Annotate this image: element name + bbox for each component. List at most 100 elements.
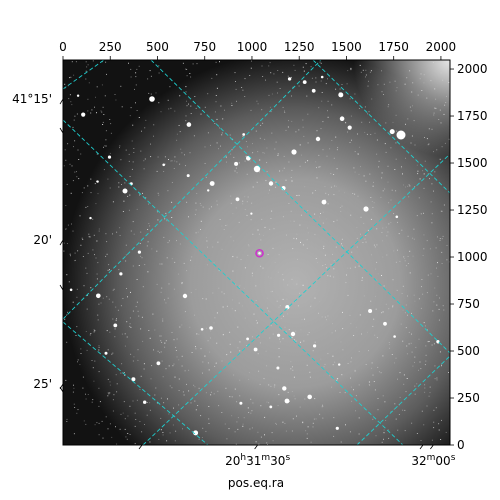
faint-star (119, 147, 120, 149)
faint-star (148, 223, 150, 224)
faint-star (217, 390, 219, 392)
faint-star (109, 384, 111, 386)
faint-star (243, 417, 245, 419)
faint-star (336, 219, 338, 221)
faint-star (310, 304, 312, 306)
faint-star (266, 307, 268, 309)
faint-star (448, 372, 449, 373)
faint-star (322, 222, 324, 224)
faint-star (335, 246, 337, 248)
faint-star (349, 98, 351, 100)
faint-star (353, 167, 355, 169)
faint-star (242, 89, 244, 91)
star (302, 80, 307, 84)
faint-star (365, 76, 366, 78)
faint-star (202, 361, 204, 363)
faint-star (339, 88, 341, 90)
star (320, 75, 324, 79)
star (239, 401, 243, 405)
faint-star (218, 405, 220, 407)
faint-star (438, 319, 440, 321)
faint-star (350, 115, 352, 117)
faint-star (150, 93, 152, 95)
faint-star (264, 152, 266, 154)
faint-star (133, 152, 135, 153)
faint-star (331, 104, 333, 106)
faint-star (287, 391, 289, 393)
dec-tick-label: 41°15' (12, 92, 52, 106)
faint-star (312, 426, 314, 428)
faint-star (327, 203, 329, 205)
faint-star (323, 245, 325, 247)
faint-star (213, 322, 215, 324)
faint-star (408, 343, 410, 345)
faint-star (302, 126, 304, 128)
faint-star (282, 421, 284, 423)
faint-star (395, 114, 397, 116)
faint-star (273, 386, 275, 388)
faint-star (404, 409, 406, 411)
faint-star (418, 338, 420, 340)
faint-star (206, 264, 208, 266)
faint-star (63, 250, 65, 252)
faint-star (396, 87, 398, 89)
faint-star (239, 395, 241, 397)
faint-star (210, 330, 212, 332)
faint-star (426, 405, 428, 407)
faint-star (291, 120, 293, 122)
faint-star (330, 264, 332, 266)
faint-star (416, 433, 418, 434)
faint-star (250, 398, 252, 400)
faint-star (99, 401, 101, 403)
faint-star (221, 225, 223, 227)
faint-star (311, 77, 313, 79)
faint-star (138, 65, 140, 67)
faint-star (122, 298, 124, 299)
faint-star (116, 231, 118, 233)
faint-star (359, 64, 361, 66)
faint-star (257, 353, 259, 355)
faint-star (122, 412, 124, 414)
faint-star (251, 60, 252, 62)
faint-star (302, 422, 304, 424)
faint-star (120, 413, 122, 415)
faint-star (403, 374, 405, 376)
faint-star (244, 196, 246, 198)
faint-star (237, 326, 239, 328)
faint-star (236, 421, 238, 423)
faint-star (318, 300, 320, 302)
faint-star (211, 206, 212, 208)
faint-star (176, 240, 177, 242)
faint-star (132, 265, 134, 267)
faint-star (388, 308, 390, 310)
faint-star (381, 275, 382, 276)
faint-star (295, 340, 297, 342)
faint-star (433, 421, 435, 423)
faint-star (345, 424, 346, 426)
faint-star (135, 72, 137, 74)
faint-star (319, 166, 321, 168)
faint-star (109, 152, 111, 154)
faint-star (121, 363, 123, 365)
faint-star (262, 267, 264, 269)
faint-star (390, 222, 392, 223)
faint-star (301, 154, 302, 156)
faint-star (190, 113, 192, 114)
faint-star (161, 360, 163, 362)
faint-star (119, 428, 121, 430)
faint-star (266, 365, 268, 367)
faint-star (161, 287, 163, 289)
faint-star (74, 407, 76, 408)
faint-star (208, 208, 210, 210)
faint-star (437, 342, 439, 344)
faint-star (333, 194, 335, 196)
faint-star (98, 347, 100, 348)
faint-star (421, 279, 423, 280)
faint-star (74, 115, 76, 117)
faint-star (282, 106, 284, 108)
faint-star (86, 66, 88, 68)
plot-area (62, 59, 451, 446)
star (250, 212, 253, 215)
faint-star (410, 342, 412, 344)
faint-star (159, 335, 161, 337)
